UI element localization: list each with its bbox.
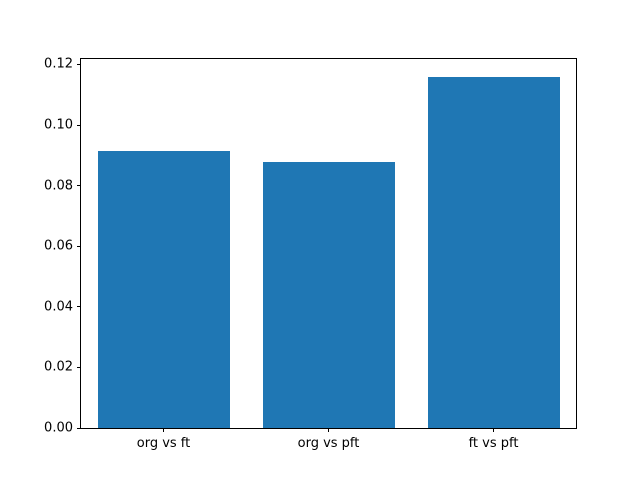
y-tick-label: 0.12 — [44, 56, 73, 72]
y-tick-label: 0.04 — [44, 299, 73, 315]
y-tick-mark — [77, 245, 81, 247]
y-tick-label: 0.02 — [44, 359, 73, 375]
x-tick-mark — [493, 428, 494, 432]
plot-area: 0.00 0.02 0.04 0.06 0.08 0.10 0.12 org vs ft org… — [44, 58, 577, 450]
y-tick-mark — [77, 306, 81, 308]
y-tick-mark — [77, 63, 81, 65]
y-tick-label: 0.00 — [44, 420, 73, 436]
y-tick-mark — [77, 185, 81, 187]
y-tick-mark — [77, 366, 81, 368]
bar-org-vs-pft — [262, 162, 395, 428]
x-tick-label: org vs ft — [136, 436, 191, 451]
y-tick-label: 0.06 — [44, 238, 73, 254]
x-tick-label: org vs pft — [297, 436, 360, 451]
y-tick-mark — [77, 124, 81, 126]
x-tick-mark — [163, 428, 164, 432]
bar-ft-vs-pft — [427, 76, 560, 428]
y-tick-label: 0.10 — [44, 117, 73, 133]
x-tick-mark — [328, 428, 329, 432]
x-tick-label: ft vs pft — [468, 436, 519, 451]
y-tick-label: 0.08 — [44, 178, 73, 194]
y-tick-mark — [77, 427, 81, 429]
bar-org-vs-ft — [97, 150, 230, 428]
